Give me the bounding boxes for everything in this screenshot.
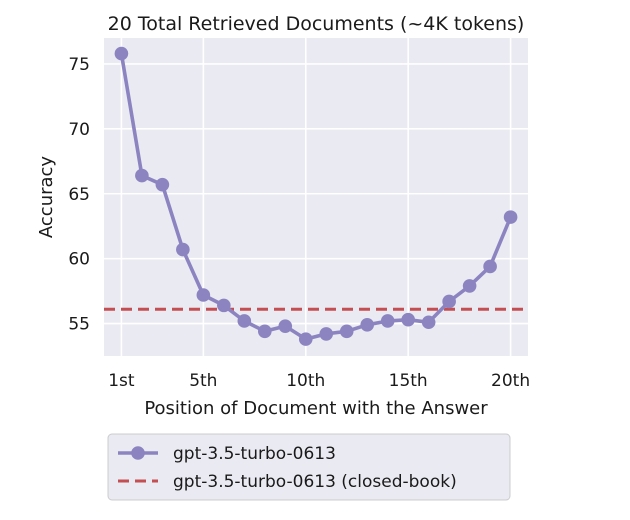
legend-marker-series-1	[131, 446, 145, 460]
data-point	[298, 332, 313, 346]
legend-label-series-1: gpt-3.5-turbo-0613	[173, 444, 336, 464]
data-point	[176, 242, 190, 257]
x-tick-labels: 1st 5th 10th 15th 20th	[108, 371, 530, 391]
y-tick-label: 60	[68, 250, 90, 270]
data-point	[319, 327, 334, 341]
x-tick-label: 20th	[491, 371, 530, 391]
y-tick-label: 75	[68, 55, 90, 75]
data-point	[339, 324, 354, 339]
series-layer	[104, 46, 528, 346]
data-point	[442, 294, 456, 309]
chart-title: 20 Total Retrieved Documents (~4K tokens…	[108, 13, 525, 35]
y-tick-label: 55	[68, 315, 90, 335]
data-point	[237, 314, 252, 328]
data-point	[401, 312, 415, 327]
y-axis-label: Accuracy	[36, 156, 57, 239]
y-tick-labels: 55 60 65 70 75	[68, 55, 90, 335]
data-point	[503, 210, 518, 224]
gridlines	[104, 38, 528, 356]
data-point	[257, 324, 272, 339]
x-tick-label: 1st	[108, 371, 135, 391]
data-point	[483, 259, 497, 274]
data-point	[217, 298, 231, 313]
data-point	[135, 168, 149, 183]
data-point	[196, 288, 211, 302]
x-tick-label: 10th	[286, 371, 325, 391]
x-tick-label: 5th	[189, 371, 217, 391]
x-tick-label: 15th	[389, 371, 428, 391]
x-axis-label: Position of Document with the Answer	[144, 398, 488, 419]
data-point	[360, 318, 375, 332]
legend-label-series-2: gpt-3.5-turbo-0613 (closed-book)	[173, 472, 457, 492]
data-point	[380, 314, 395, 328]
data-point	[155, 177, 170, 192]
legend: gpt-3.5-turbo-0613 gpt-3.5-turbo-0613 (c…	[107, 433, 511, 501]
legend-box	[107, 433, 511, 501]
y-tick-label: 65	[68, 185, 90, 205]
data-point	[114, 46, 129, 61]
data-point	[278, 319, 293, 333]
data-point	[421, 315, 436, 330]
y-tick-label: 70	[68, 120, 90, 140]
data-point	[462, 279, 477, 293]
plot-area	[104, 38, 528, 356]
